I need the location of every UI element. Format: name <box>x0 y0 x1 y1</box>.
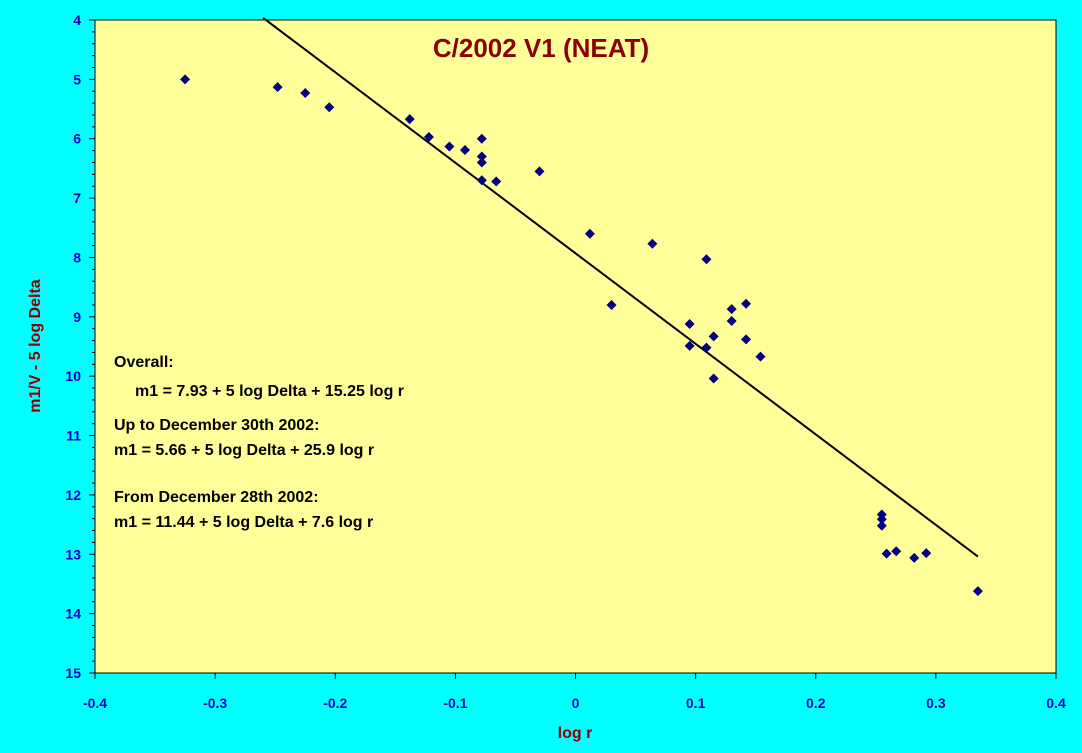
data-point <box>891 546 902 557</box>
x-tick-label: -0.1 <box>443 695 467 711</box>
y-tick-label: 4 <box>73 12 81 28</box>
y-tick-label: 7 <box>73 190 81 206</box>
x-tick-label: 0.2 <box>806 695 826 711</box>
annotation-overall-formula: m1 = 7.93 + 5 log Delta + 15.25 log r <box>135 383 404 400</box>
data-point <box>741 334 752 345</box>
y-axis-title: m1/V - 5 log Delta <box>27 279 44 412</box>
data-point <box>921 548 932 559</box>
x-tick-label: -0.3 <box>203 695 227 711</box>
x-tick-label: 0.4 <box>1046 695 1066 711</box>
data-point <box>972 586 983 597</box>
data-point <box>459 145 470 156</box>
y-tick-label: 14 <box>65 606 81 622</box>
data-point <box>876 520 887 531</box>
data-point <box>726 304 737 315</box>
data-point <box>476 133 487 144</box>
data-point <box>476 151 487 162</box>
y-tick-label: 12 <box>65 487 81 503</box>
chart-title: C/2002 V1 (NEAT) <box>433 33 649 63</box>
x-axis-ticks: -0.4 -0.3 -0.2 -0.1 0 0.1 0.2 0.3 0.4 <box>83 673 1066 711</box>
annotation-late-label: From December 28th 2002: <box>114 489 319 506</box>
data-point <box>684 340 695 351</box>
data-point <box>684 318 695 329</box>
data-point <box>755 351 766 362</box>
data-point <box>423 131 434 142</box>
y-tick-label: 8 <box>73 249 81 265</box>
annotation-early-formula: m1 = 5.66 + 5 log Delta + 25.9 log r <box>114 442 374 459</box>
data-point <box>909 552 920 563</box>
y-tick-label: 15 <box>65 665 81 681</box>
y-tick-label: 5 <box>73 71 81 87</box>
data-point <box>708 331 719 342</box>
data-point <box>606 299 617 310</box>
data-points <box>180 74 983 597</box>
y-tick-label: 13 <box>65 546 81 562</box>
data-point <box>444 141 455 152</box>
data-point <box>180 74 191 85</box>
data-point <box>881 548 892 559</box>
data-point <box>476 175 487 186</box>
x-tick-label: -0.2 <box>323 695 347 711</box>
data-point <box>534 166 545 177</box>
data-point <box>701 342 712 353</box>
y-tick-label: 11 <box>66 428 81 444</box>
y-tick-label: 9 <box>73 309 81 325</box>
x-tick-label: 0.1 <box>686 695 706 711</box>
x-tick-label: 0.3 <box>926 695 946 711</box>
data-point <box>300 88 311 99</box>
x-tick-label: -0.4 <box>83 695 107 711</box>
y-tick-label: 6 <box>73 131 81 147</box>
fit-line <box>262 17 979 558</box>
data-point <box>476 157 487 168</box>
annotation-late-formula: m1 = 11.44 + 5 log Delta + 7.6 log r <box>114 514 373 531</box>
data-point <box>324 102 335 113</box>
data-point <box>647 238 658 249</box>
data-point <box>584 228 595 239</box>
data-point <box>272 82 283 93</box>
plot-area <box>94 19 1057 674</box>
data-point <box>741 298 752 309</box>
data-point <box>404 114 415 125</box>
x-tick-label: 0 <box>572 695 580 711</box>
data-point <box>726 315 737 326</box>
data-point <box>701 254 712 265</box>
data-point <box>708 373 719 384</box>
data-point <box>491 176 502 187</box>
x-axis-title: log r <box>558 725 593 742</box>
annotation-overall-label: Overall: <box>114 354 174 371</box>
annotation-early-label: Up to December 30th 2002: <box>114 417 319 434</box>
data-point <box>876 514 887 525</box>
y-axis-ticks: 4 5 6 7 8 9 10 11 12 13 14 15 <box>65 12 95 681</box>
y-tick-label: 10 <box>65 368 81 384</box>
